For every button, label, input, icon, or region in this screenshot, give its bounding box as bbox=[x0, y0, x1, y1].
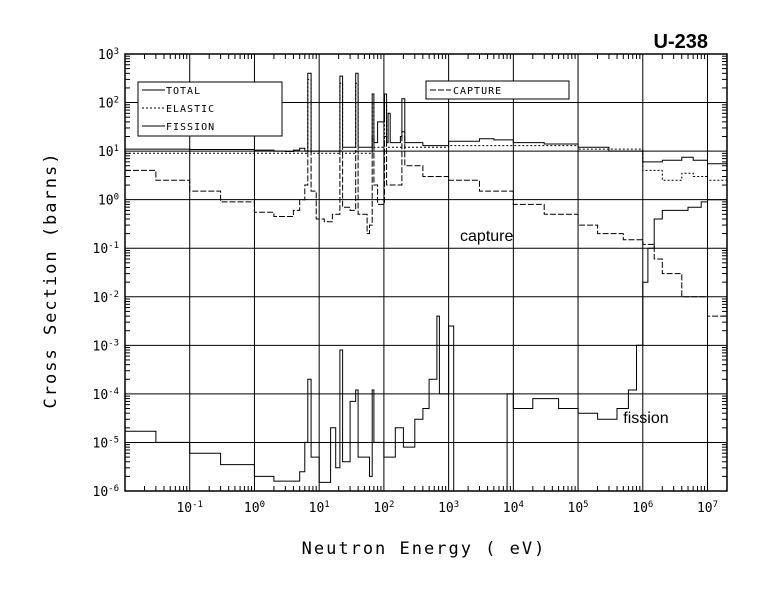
y-tick-label-7: 101 bbox=[98, 144, 119, 160]
annotations: capture fission bbox=[460, 228, 669, 427]
series-capture bbox=[125, 131, 728, 337]
y-tick-label-4: 10-2 bbox=[93, 290, 120, 306]
x-tick-label-2: 101 bbox=[309, 500, 330, 516]
y-axis-title: Cross Section (barns) bbox=[41, 152, 61, 409]
y-tick-label-0: 10-6 bbox=[93, 484, 120, 500]
tick-marks bbox=[125, 54, 727, 491]
x-tick-label-8: 107 bbox=[697, 500, 718, 516]
legend-label-elastic: ELASTIC bbox=[166, 104, 215, 115]
series-lines bbox=[125, 72, 728, 492]
x-tick-label-3: 102 bbox=[373, 500, 394, 516]
x-tick-label-4: 103 bbox=[438, 500, 459, 516]
annotation-capture: capture bbox=[460, 228, 513, 245]
y-tick-label-6: 100 bbox=[98, 193, 119, 209]
x-tick-label-6: 105 bbox=[568, 500, 589, 516]
y-tick-label-2: 10-4 bbox=[93, 387, 120, 403]
legend-label-capture: CAPTURE bbox=[453, 86, 502, 97]
legend-label-total: TOTAL bbox=[166, 86, 201, 97]
y-tick-label-5: 10-1 bbox=[93, 241, 120, 257]
x-axis-title: Neutron Energy ( eV) bbox=[302, 539, 547, 559]
tick-labels: 10-1 100 101 102 103 104 105 106 107 10-6 10-5 10-4… bbox=[93, 47, 719, 516]
y-tick-label-9: 103 bbox=[98, 47, 119, 63]
series-fission bbox=[125, 197, 728, 492]
chart-title: U-238 bbox=[654, 31, 708, 53]
y-tick-label-3: 10-3 bbox=[93, 338, 120, 354]
annotation-fission: fission bbox=[623, 410, 668, 427]
x-tick-label-0: 10-1 bbox=[176, 500, 203, 516]
y-tick-label-1: 10-5 bbox=[93, 435, 120, 451]
grid-lines bbox=[125, 54, 727, 491]
x-tick-label-5: 104 bbox=[503, 500, 524, 516]
legend-label-fission: FISSION bbox=[166, 122, 215, 133]
legend-box-main: TOTAL ELASTIC FISSION bbox=[137, 81, 283, 137]
y-tick-label-8: 102 bbox=[98, 96, 119, 112]
x-tick-label-7: 106 bbox=[632, 500, 653, 516]
legend-box-capture: CAPTURE bbox=[425, 80, 570, 100]
plot-frame bbox=[124, 53, 728, 492]
x-tick-label-1: 100 bbox=[244, 500, 265, 516]
